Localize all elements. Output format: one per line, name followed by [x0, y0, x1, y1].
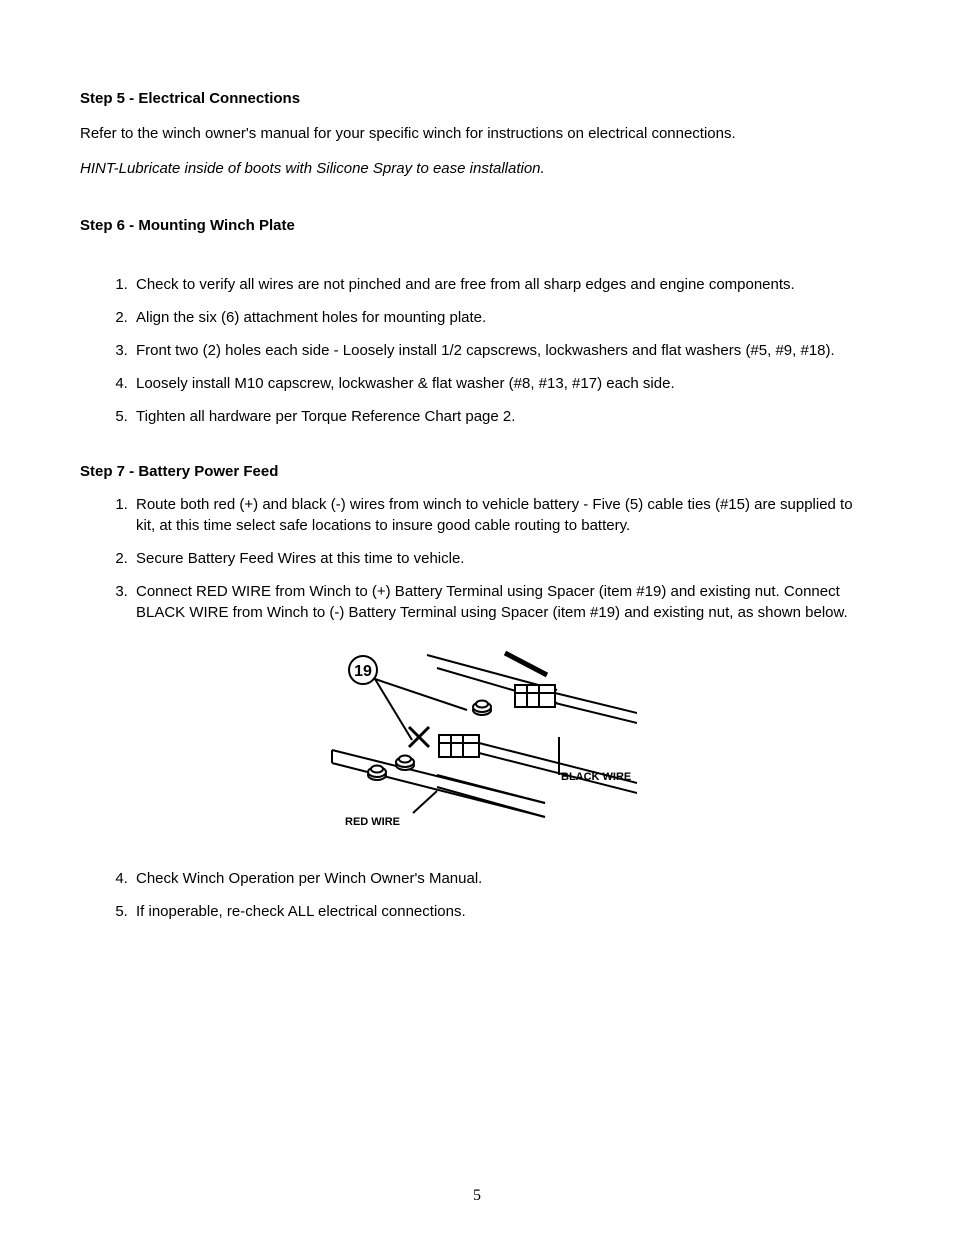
- step6-heading: Step 6 - Mounting Winch Plate: [80, 217, 874, 234]
- step5-body: Refer to the winch owner's manual for yo…: [80, 123, 874, 146]
- step5-hint: HINT-Lubricate inside of boots with Sili…: [80, 160, 874, 177]
- step6-list: Check to verify all wires are not pinche…: [80, 274, 874, 427]
- battery-terminal-diagram: 19: [80, 635, 874, 850]
- list-item: Secure Battery Feed Wires at this time t…: [132, 548, 874, 569]
- step7-list-a: Route both red (+) and black (-) wires f…: [80, 494, 874, 623]
- diagram-label-black-wire: BLACK WIRE: [561, 771, 631, 783]
- list-item: Connect RED WIRE from Winch to (+) Batte…: [132, 581, 874, 623]
- step5-heading: Step 5 - Electrical Connections: [80, 90, 874, 107]
- step7-list-b: Check Winch Operation per Winch Owner's …: [80, 868, 874, 922]
- list-item: Check Winch Operation per Winch Owner's …: [132, 868, 874, 889]
- page-number: 5: [0, 1187, 954, 1205]
- list-item: Route both red (+) and black (-) wires f…: [132, 494, 874, 536]
- list-item: Align the six (6) attachment holes for m…: [132, 307, 874, 328]
- document-page: Step 5 - Electrical Connections Refer to…: [0, 0, 954, 1235]
- list-item: If inoperable, re-check ALL electrical c…: [132, 901, 874, 922]
- list-item: Front two (2) holes each side - Loosely …: [132, 340, 874, 361]
- diagram-svg: 19: [317, 635, 637, 845]
- list-item: Loosely install M10 capscrew, lockwasher…: [132, 373, 874, 394]
- list-item: Check to verify all wires are not pinche…: [132, 274, 874, 295]
- list-item: Tighten all hardware per Torque Referenc…: [132, 406, 874, 427]
- step7-heading: Step 7 - Battery Power Feed: [80, 463, 874, 480]
- diagram-label-red-wire: RED WIRE: [345, 816, 400, 828]
- diagram-ref-19: 19: [354, 663, 372, 680]
